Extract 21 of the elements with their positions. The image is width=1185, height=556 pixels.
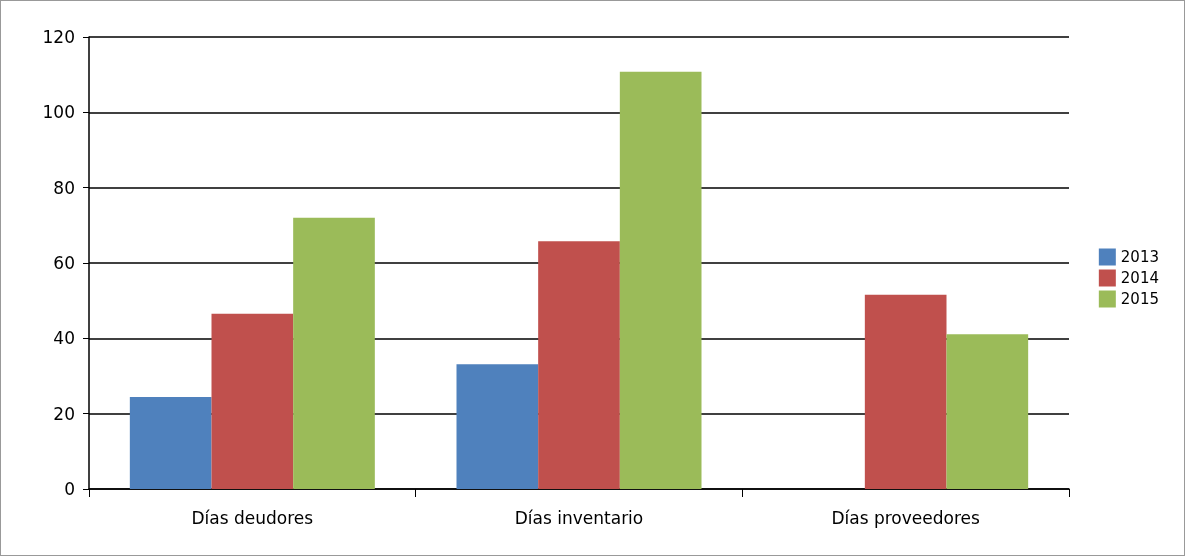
bar xyxy=(293,217,375,489)
x-tick-label: Días deudores xyxy=(191,507,314,528)
legend-label: 2015 xyxy=(1120,290,1160,308)
bar xyxy=(864,294,947,489)
bar xyxy=(619,71,702,489)
y-tick-label: 120 xyxy=(42,27,75,47)
bar xyxy=(538,241,620,489)
bar xyxy=(211,313,294,489)
legend-label: 2013 xyxy=(1120,248,1160,266)
bar xyxy=(129,397,212,489)
y-tick-label: 60 xyxy=(53,253,75,273)
y-tick-label: 80 xyxy=(53,177,75,198)
y-tick-label: 100 xyxy=(42,102,75,123)
x-tick-label: Días proveedores xyxy=(831,507,981,528)
bar xyxy=(456,364,539,489)
y-tick-label: 20 xyxy=(53,403,75,424)
y-tick-label: 0 xyxy=(64,479,75,499)
x-tick-label: Días inventario xyxy=(514,507,644,528)
bar xyxy=(946,334,1029,489)
legend-label: 2014 xyxy=(1120,269,1160,287)
y-tick-label: 40 xyxy=(53,328,75,349)
